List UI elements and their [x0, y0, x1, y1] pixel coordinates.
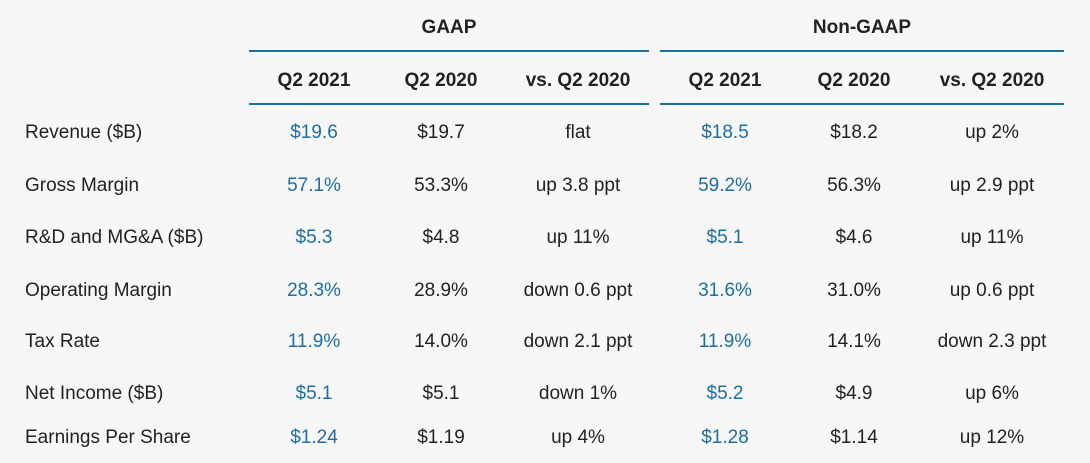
non-gaap-top-rule [660, 50, 1064, 52]
table-cell: up 4% [551, 427, 605, 448]
group-header-non-gaap: Non-GAAP [812, 17, 912, 38]
table-cell: up 2.9 ppt [949, 175, 1035, 196]
table-cell: $5.1 [706, 227, 744, 248]
col-header-nongaap-q2-2021: Q2 2021 [688, 70, 762, 91]
table-cell: up 0.6 ppt [949, 280, 1035, 301]
row-label: Operating Margin [25, 280, 172, 301]
table-cell: $5.3 [295, 227, 333, 248]
table-cell: $4.6 [835, 227, 873, 248]
row-label: Tax Rate [25, 331, 100, 352]
table-cell: down 2.3 ppt [937, 331, 1047, 352]
table-cell: 28.3% [287, 280, 341, 301]
col-header-nongaap-q2-2020: Q2 2020 [817, 70, 891, 91]
table-cell: $5.1 [295, 383, 333, 404]
group-header-gaap: GAAP [421, 17, 477, 38]
table-cell: up 11% [546, 227, 610, 248]
row-label: Gross Margin [25, 175, 140, 196]
table-cell: up 12% [959, 427, 1025, 448]
table-cell: $5.1 [422, 383, 460, 404]
table-cell: down 0.6 ppt [523, 280, 633, 301]
table-cell: $18.5 [701, 122, 749, 143]
table-cell: 14.1% [827, 331, 881, 352]
table-cell: $4.8 [422, 227, 460, 248]
table-cell: 31.6% [698, 280, 752, 301]
row-label: R&D and MG&A ($B) [25, 227, 204, 248]
row-label: Net Income ($B) [25, 383, 164, 404]
table-cell: $1.19 [417, 427, 465, 448]
col-header-gaap-q2-2021: Q2 2021 [277, 70, 351, 91]
table-cell: $19.6 [290, 122, 338, 143]
table-cell: up 3.8 ppt [535, 175, 621, 196]
non-gaap-bottom-rule [660, 103, 1064, 105]
row-label: Earnings Per Share [25, 427, 191, 448]
table-cell: up 2% [965, 122, 1019, 143]
table-cell: 11.9% [698, 331, 752, 352]
table-cell: 53.3% [414, 175, 468, 196]
table-cell: 11.9% [287, 331, 341, 352]
gaap-top-rule [249, 50, 649, 52]
table-cell: up 6% [965, 383, 1019, 404]
table-cell: $1.28 [701, 427, 749, 448]
table-cell: up 11% [960, 227, 1024, 248]
table-cell: $4.9 [835, 383, 873, 404]
table-cell: 28.9% [414, 280, 468, 301]
table-cell: down 1% [538, 383, 618, 404]
col-header-gaap-vs: vs. Q2 2020 [525, 70, 631, 91]
table-cell: 57.1% [287, 175, 341, 196]
table-cell: $1.14 [830, 427, 878, 448]
table-cell: $5.2 [706, 383, 744, 404]
table-cell: flat [565, 122, 591, 143]
table-cell: $18.2 [830, 122, 878, 143]
row-label: Revenue ($B) [25, 122, 143, 143]
table-cell: 56.3% [827, 175, 881, 196]
table-cell: $19.7 [417, 122, 465, 143]
table-cell: 14.0% [414, 331, 468, 352]
table-cell: 59.2% [698, 175, 752, 196]
col-header-gaap-q2-2020: Q2 2020 [404, 70, 478, 91]
table-cell: $1.24 [290, 427, 338, 448]
table-cell: 31.0% [827, 280, 881, 301]
gaap-bottom-rule [249, 103, 649, 105]
col-header-nongaap-vs: vs. Q2 2020 [939, 70, 1045, 91]
table-cell: down 2.1 ppt [523, 331, 633, 352]
